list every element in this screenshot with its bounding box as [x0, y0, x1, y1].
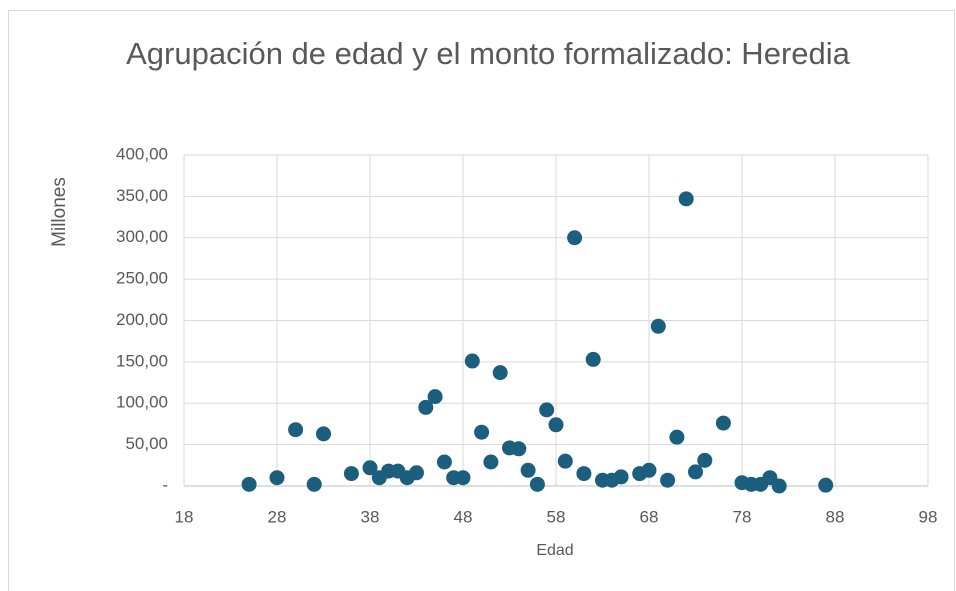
- data-point: [483, 454, 499, 470]
- x-tick-label: 38: [361, 507, 380, 526]
- y-tick-label: 400,00: [116, 144, 168, 163]
- y-tick-label: 200,00: [116, 310, 168, 329]
- x-tick-label: 18: [175, 507, 194, 526]
- data-point: [771, 478, 787, 494]
- y-tick-label: -: [162, 475, 168, 494]
- x-tick-label: 88: [826, 507, 845, 526]
- y-tick-label: 250,00: [116, 269, 168, 288]
- data-point: [474, 424, 490, 440]
- x-tick-label: 28: [268, 507, 287, 526]
- data-point: [362, 460, 378, 476]
- data-point: [511, 441, 527, 457]
- data-point: [409, 465, 424, 481]
- data-point: [343, 466, 359, 482]
- data-point: [418, 399, 434, 415]
- x-tick-label: 58: [547, 507, 566, 526]
- data-point: [288, 422, 304, 438]
- data-point: [529, 476, 545, 492]
- data-point: [688, 464, 703, 480]
- x-tick-label: 48: [454, 507, 473, 526]
- x-tick-label: 68: [640, 507, 659, 526]
- chart-title: Agrupación de edad y el monto formalizad…: [126, 36, 850, 71]
- data-point: [455, 470, 471, 486]
- data-point: [650, 318, 666, 334]
- x-tick-label: 78: [733, 507, 752, 526]
- data-point: [585, 351, 601, 367]
- data-point: [576, 466, 592, 482]
- data-point: [678, 191, 694, 207]
- data-point: [269, 470, 285, 486]
- data-point: [818, 477, 834, 493]
- y-tick-label: 100,00: [116, 393, 168, 412]
- data-point: [669, 429, 685, 445]
- y-tick-label: 150,00: [116, 351, 168, 370]
- data-point: [520, 462, 536, 478]
- data-point: [316, 426, 331, 442]
- data-point: [548, 417, 564, 433]
- data-point: [241, 476, 257, 492]
- data-point: [436, 454, 452, 470]
- y-axis-label: Millones: [49, 177, 70, 247]
- data-point: [539, 402, 555, 418]
- chart-border: [8, 10, 955, 591]
- data-point: [306, 476, 322, 492]
- y-tick-label: 350,00: [116, 186, 168, 205]
- data-point: [697, 452, 713, 468]
- data-point: [641, 462, 657, 478]
- data-point: [613, 469, 629, 485]
- x-tick-label: 98: [919, 507, 938, 526]
- y-tick-label: 50,00: [125, 434, 168, 453]
- data-point: [557, 453, 573, 469]
- data-point: [427, 389, 443, 405]
- data-point: [492, 365, 508, 381]
- data-point: [464, 353, 480, 369]
- data-point: [660, 472, 676, 488]
- data-point: [715, 415, 731, 431]
- data-point: [567, 230, 583, 246]
- y-tick-label: 300,00: [116, 227, 168, 246]
- x-axis-label: Edad: [536, 542, 573, 559]
